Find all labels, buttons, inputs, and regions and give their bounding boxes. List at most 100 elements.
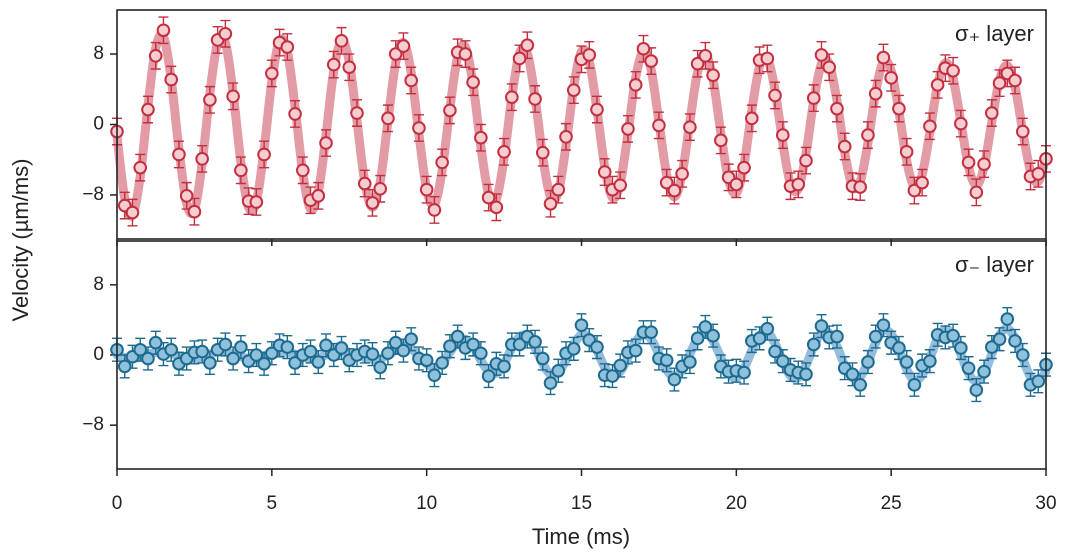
data-point [489, 200, 504, 215]
data-point [381, 346, 395, 361]
x-tick-label: 15 [571, 493, 592, 514]
data-point [946, 328, 960, 343]
data-point [326, 57, 341, 72]
data-point [234, 340, 248, 354]
data-point [334, 341, 349, 355]
data-point [419, 353, 434, 368]
data-point [884, 71, 898, 85]
data-point [257, 356, 271, 371]
data-point [443, 339, 457, 354]
data-point [249, 195, 264, 209]
y-tick-label: 8 [93, 274, 104, 295]
data-point [814, 319, 829, 333]
data-point [497, 359, 511, 374]
data-point [868, 329, 883, 344]
data-point [203, 93, 217, 107]
data-point [288, 107, 302, 121]
data-point [505, 90, 519, 104]
data-point [892, 341, 906, 355]
data-point [853, 180, 868, 194]
data-point [690, 331, 705, 346]
plot-frame [116, 9, 1047, 240]
data-point [760, 51, 775, 66]
data-point [775, 128, 790, 142]
data-point [590, 102, 604, 117]
data-point [659, 175, 674, 190]
data-point [621, 122, 635, 136]
data-point [582, 48, 597, 62]
data-point [226, 89, 240, 104]
data-point [1015, 124, 1030, 139]
data-point [226, 351, 240, 366]
data-point [357, 176, 372, 191]
data-point [381, 111, 395, 126]
data-point [334, 34, 349, 48]
data-point [218, 26, 233, 41]
data-point [791, 177, 806, 192]
data-point [365, 347, 380, 361]
data-point [899, 355, 914, 369]
data-point [148, 49, 163, 63]
data-point [1015, 348, 1030, 362]
data-point [443, 103, 457, 118]
data-point [474, 346, 488, 361]
data-point [388, 47, 403, 61]
data-point [574, 318, 589, 332]
data-point [1031, 374, 1046, 389]
data-point [683, 355, 697, 369]
data-point [566, 342, 581, 356]
data-point [799, 367, 813, 382]
data-point [117, 359, 132, 374]
panel: −8 0 8 0 5 10 15 20 25 30 σ₋ layer [82, 240, 1057, 514]
data-point [412, 121, 426, 135]
data-point [179, 189, 194, 203]
data-point [164, 342, 178, 357]
data-point [388, 335, 403, 350]
data-point [899, 145, 914, 159]
data-point [628, 343, 643, 358]
data-point [218, 337, 233, 352]
data-point [683, 120, 697, 134]
data-point [566, 83, 581, 97]
data-point [698, 49, 713, 63]
annotation-background [918, 249, 1040, 283]
data-point [675, 167, 689, 181]
data-point [512, 51, 527, 66]
x-tick-label: 20 [726, 493, 747, 514]
data-point [806, 337, 821, 352]
data-point [775, 354, 790, 368]
x-tick-label: 5 [267, 493, 278, 514]
data-point [520, 38, 535, 53]
data-point [613, 178, 628, 193]
data-point [373, 360, 388, 375]
data-point [427, 203, 442, 217]
plot-frame [116, 240, 1047, 470]
data-point [195, 152, 209, 166]
data-point [737, 160, 751, 175]
data-point [892, 101, 906, 116]
data-point [535, 351, 550, 366]
data-point [350, 106, 364, 120]
data-point [1008, 73, 1022, 88]
data-point [234, 163, 248, 178]
data-point [690, 56, 705, 71]
data-point [969, 185, 984, 200]
data-point [806, 91, 821, 105]
data-point [141, 351, 155, 366]
data-point [280, 340, 295, 354]
annotation: σ₋ layer [955, 252, 1034, 277]
data-point [164, 72, 178, 87]
data-point [257, 147, 271, 162]
data-point [373, 181, 388, 196]
data-point [644, 54, 658, 68]
data-point [404, 73, 418, 88]
x-tick-label: 10 [416, 493, 437, 514]
data-point [551, 363, 566, 378]
data-point [698, 320, 713, 334]
data-point [396, 39, 411, 53]
data-point [876, 50, 891, 65]
data-point [435, 356, 449, 370]
data-point [590, 340, 604, 354]
data-point [605, 369, 620, 383]
data-point [311, 355, 326, 369]
